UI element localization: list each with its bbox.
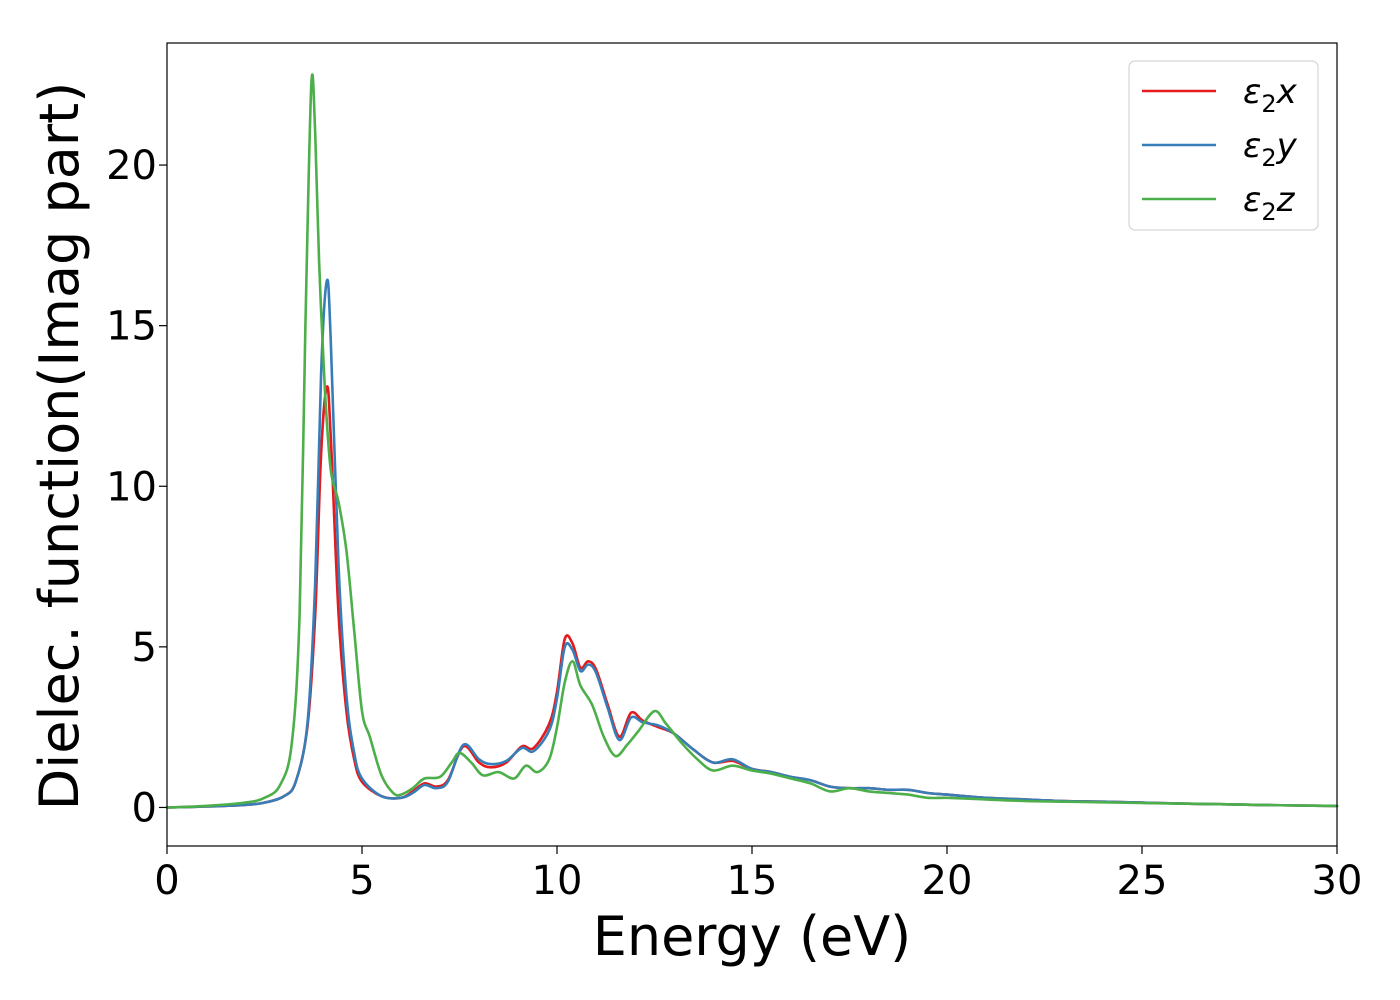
legend: ε2x ε2y ε2z	[1128, 60, 1319, 231]
x-axis: 0 5 10 15 20 25 30	[154, 846, 1362, 904]
y-axis-title: Dielec. function(Imag part)	[28, 82, 91, 811]
x-tick-label: 0	[154, 858, 179, 904]
y-tick-label: 20	[106, 143, 157, 189]
y-tick-label: 10	[106, 464, 157, 510]
x-tick-label: 25	[1117, 858, 1168, 904]
x-axis-title: Energy (eV)	[593, 905, 912, 968]
x-tick-label: 10	[532, 858, 583, 904]
y-tick-label: 5	[132, 625, 157, 671]
legend-box	[1128, 60, 1319, 231]
x-tick-label: 20	[922, 858, 973, 904]
series-line-2	[165, 278, 1339, 809]
series-layer	[165, 73, 1339, 809]
x-tick-label: 30	[1312, 858, 1363, 904]
y-tick-label: 0	[132, 785, 157, 831]
legend-label-1: ε2x	[1243, 72, 1298, 118]
legend-label-3: ε2z	[1243, 180, 1296, 226]
y-tick-label: 15	[106, 304, 157, 350]
x-tick-label: 15	[727, 858, 778, 904]
series-line-3	[165, 73, 1339, 809]
x-tick-label: 5	[349, 858, 374, 904]
y-axis: 0 5 10 15 20	[106, 143, 167, 831]
legend-label-2: ε2y	[1243, 126, 1298, 172]
